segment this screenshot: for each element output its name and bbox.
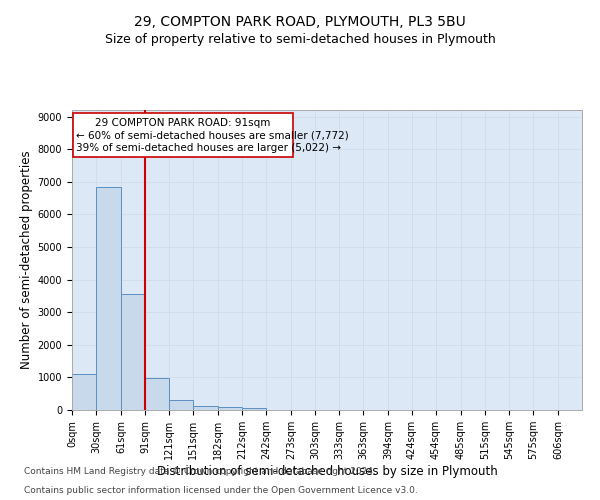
Bar	[96, 186, 121, 410]
X-axis label: Distribution of semi-detached houses by size in Plymouth: Distribution of semi-detached houses by …	[157, 465, 497, 478]
Text: Contains HM Land Registry data © Crown copyright and database right 2024.: Contains HM Land Registry data © Crown c…	[24, 467, 376, 476]
Bar	[218, 408, 242, 410]
Text: ← 60% of semi-detached houses are smaller (7,772): ← 60% of semi-detached houses are smalle…	[76, 130, 349, 140]
Bar	[72, 374, 96, 410]
Bar	[169, 400, 193, 410]
FancyBboxPatch shape	[73, 114, 293, 158]
Text: Contains public sector information licensed under the Open Government Licence v3: Contains public sector information licen…	[24, 486, 418, 495]
Bar	[242, 408, 266, 410]
Text: Size of property relative to semi-detached houses in Plymouth: Size of property relative to semi-detach…	[104, 32, 496, 46]
Bar	[121, 294, 145, 410]
Y-axis label: Number of semi-detached properties: Number of semi-detached properties	[20, 150, 34, 370]
Text: 39% of semi-detached houses are larger (5,022) →: 39% of semi-detached houses are larger (…	[76, 142, 341, 152]
Text: 29, COMPTON PARK ROAD, PLYMOUTH, PL3 5BU: 29, COMPTON PARK ROAD, PLYMOUTH, PL3 5BU	[134, 15, 466, 29]
Bar	[193, 406, 218, 410]
Bar	[145, 378, 169, 410]
Text: 29 COMPTON PARK ROAD: 91sqm: 29 COMPTON PARK ROAD: 91sqm	[95, 118, 271, 128]
